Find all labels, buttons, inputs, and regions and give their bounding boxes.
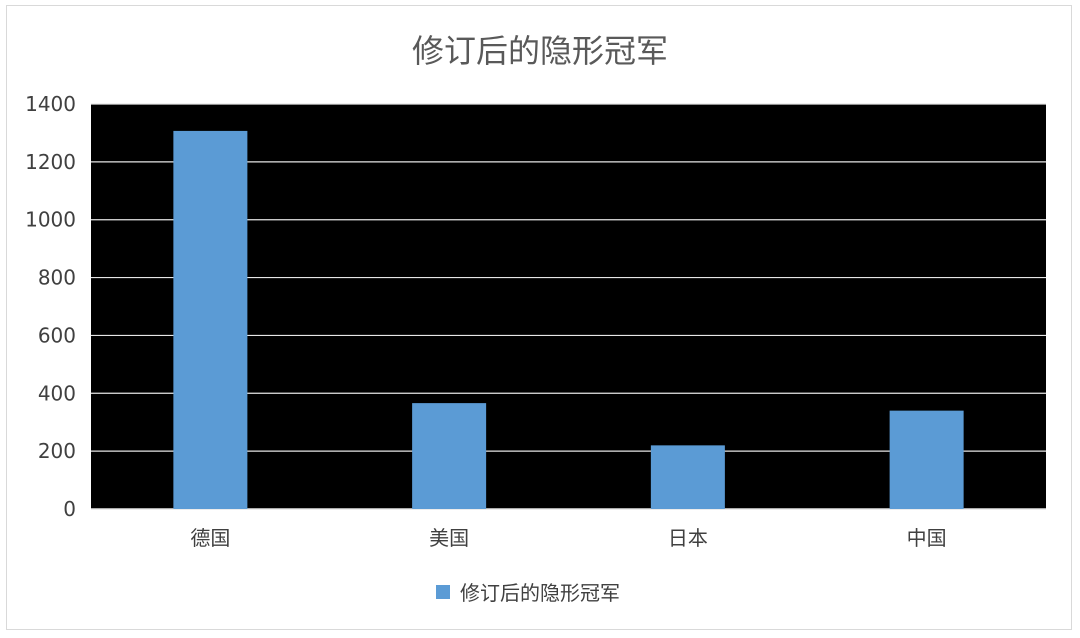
y-axis-tick-labels: 0 200 400 600 800 1000 1200 1400 [25, 92, 76, 521]
chart-title: 修订后的隐形冠军 [412, 32, 668, 70]
x-axis-category-labels: 德国 美国 日本 中国 [190, 526, 946, 550]
bar [412, 403, 487, 509]
bar [889, 410, 964, 509]
bar [650, 445, 725, 509]
legend: 修订后的隐形冠军 [436, 581, 620, 605]
bar [173, 130, 248, 509]
x-category-label: 德国 [190, 526, 230, 550]
x-category-label: 中国 [907, 526, 947, 550]
y-tick-label: 200 [38, 439, 76, 463]
y-tick-label: 600 [38, 323, 76, 347]
x-category-label: 美国 [429, 526, 469, 550]
legend-label: 修订后的隐形冠军 [460, 581, 620, 605]
legend-swatch [436, 585, 450, 599]
y-tick-label: 1000 [25, 208, 76, 232]
plot-area [91, 104, 1046, 509]
x-category-label: 日本 [668, 526, 708, 550]
y-tick-label: 400 [38, 381, 76, 405]
y-tick-label: 1400 [25, 92, 76, 116]
y-tick-label: 0 [63, 497, 76, 521]
bar-series [173, 130, 964, 509]
y-tick-label: 800 [38, 266, 76, 290]
gridlines [91, 103, 1046, 510]
y-tick-label: 1200 [25, 150, 76, 174]
